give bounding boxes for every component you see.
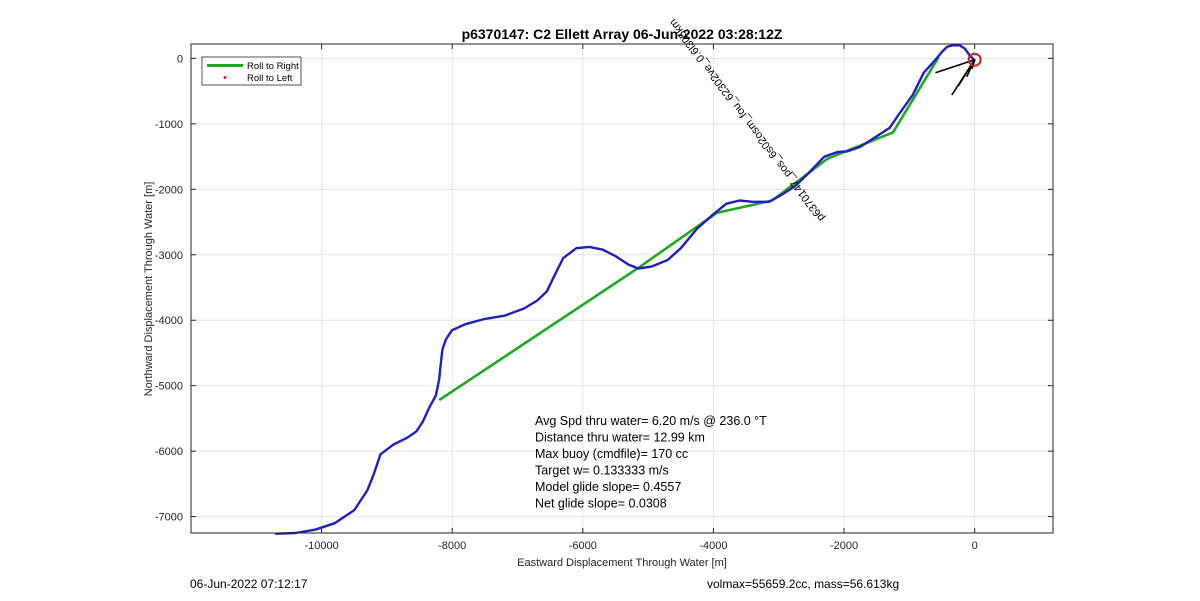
- x-tick-label: 0: [972, 540, 978, 552]
- stat-avg-speed: Avg Spd thru water= 6.20 m/s @ 236.0 °T: [535, 414, 767, 428]
- y-tick-label: -6000: [155, 446, 183, 458]
- stat-distance: Distance thru water= 12.99 km: [535, 431, 705, 445]
- legend-box: [201, 56, 302, 86]
- endpoint-marker: [967, 52, 982, 67]
- grid-lines: [191, 44, 1053, 533]
- series-layer: [274, 44, 982, 535]
- stat-target-w: Target w= 0.133333 m/s: [535, 464, 669, 478]
- plot-frame: [190, 43, 1054, 534]
- y-tick-label: -7000: [155, 512, 183, 524]
- x-tick-label: -2000: [830, 540, 858, 552]
- footer-timestamp: 06-Jun-2022 07:12:17: [190, 577, 308, 591]
- x-axis-label: Eastward Displacement Through Water [m]: [517, 557, 727, 569]
- legend: Roll to Right Roll to Left: [201, 56, 302, 86]
- stat-net-glide: Net glide slope= 0.0308: [535, 497, 667, 511]
- y-axis-label: Northward Displacement Through Water [m]: [143, 182, 155, 397]
- y-tick-label: -5000: [155, 381, 183, 393]
- y-axis-ticks: 0 -1000 -2000 -3000 -4000 -5000 -6000 -7000: [155, 53, 1053, 524]
- x-axis-ticks: -10000 -8000 -6000 -4000 -2000 0: [304, 44, 978, 552]
- y-tick-label: -4000: [155, 315, 183, 327]
- y-tick-label: -1000: [155, 119, 183, 131]
- legend-roll-left-swatch: [223, 76, 227, 79]
- x-tick-label: -6000: [569, 540, 597, 552]
- series-trajectory-line: [274, 44, 976, 535]
- legend-roll-right-label: Roll to Right: [247, 61, 299, 72]
- y-tick-label: 0: [177, 53, 183, 65]
- x-tick-label: -4000: [699, 540, 727, 552]
- legend-roll-left-label: Roll to Left: [247, 73, 293, 84]
- x-tick-label: -10000: [304, 540, 338, 552]
- surface-track-line: [971, 59, 976, 70]
- y-tick-label: -2000: [155, 184, 183, 196]
- chart-title: p6370147: C2 Ellett Array 06-Jun-2022 03…: [462, 26, 783, 42]
- footer-mass-info: volmax=55659.2cc, mass=56.613kg: [707, 577, 900, 591]
- y-tick-label: -3000: [155, 250, 183, 262]
- stat-model-glide: Model glide slope= 0.4557: [535, 480, 681, 494]
- stat-max-buoy: Max buoy (cmdfile)= 170 cc: [535, 447, 688, 461]
- stats-block: Avg Spd thru water= 6.20 m/s @ 236.0 °T …: [535, 414, 767, 511]
- x-tick-label: -8000: [438, 540, 466, 552]
